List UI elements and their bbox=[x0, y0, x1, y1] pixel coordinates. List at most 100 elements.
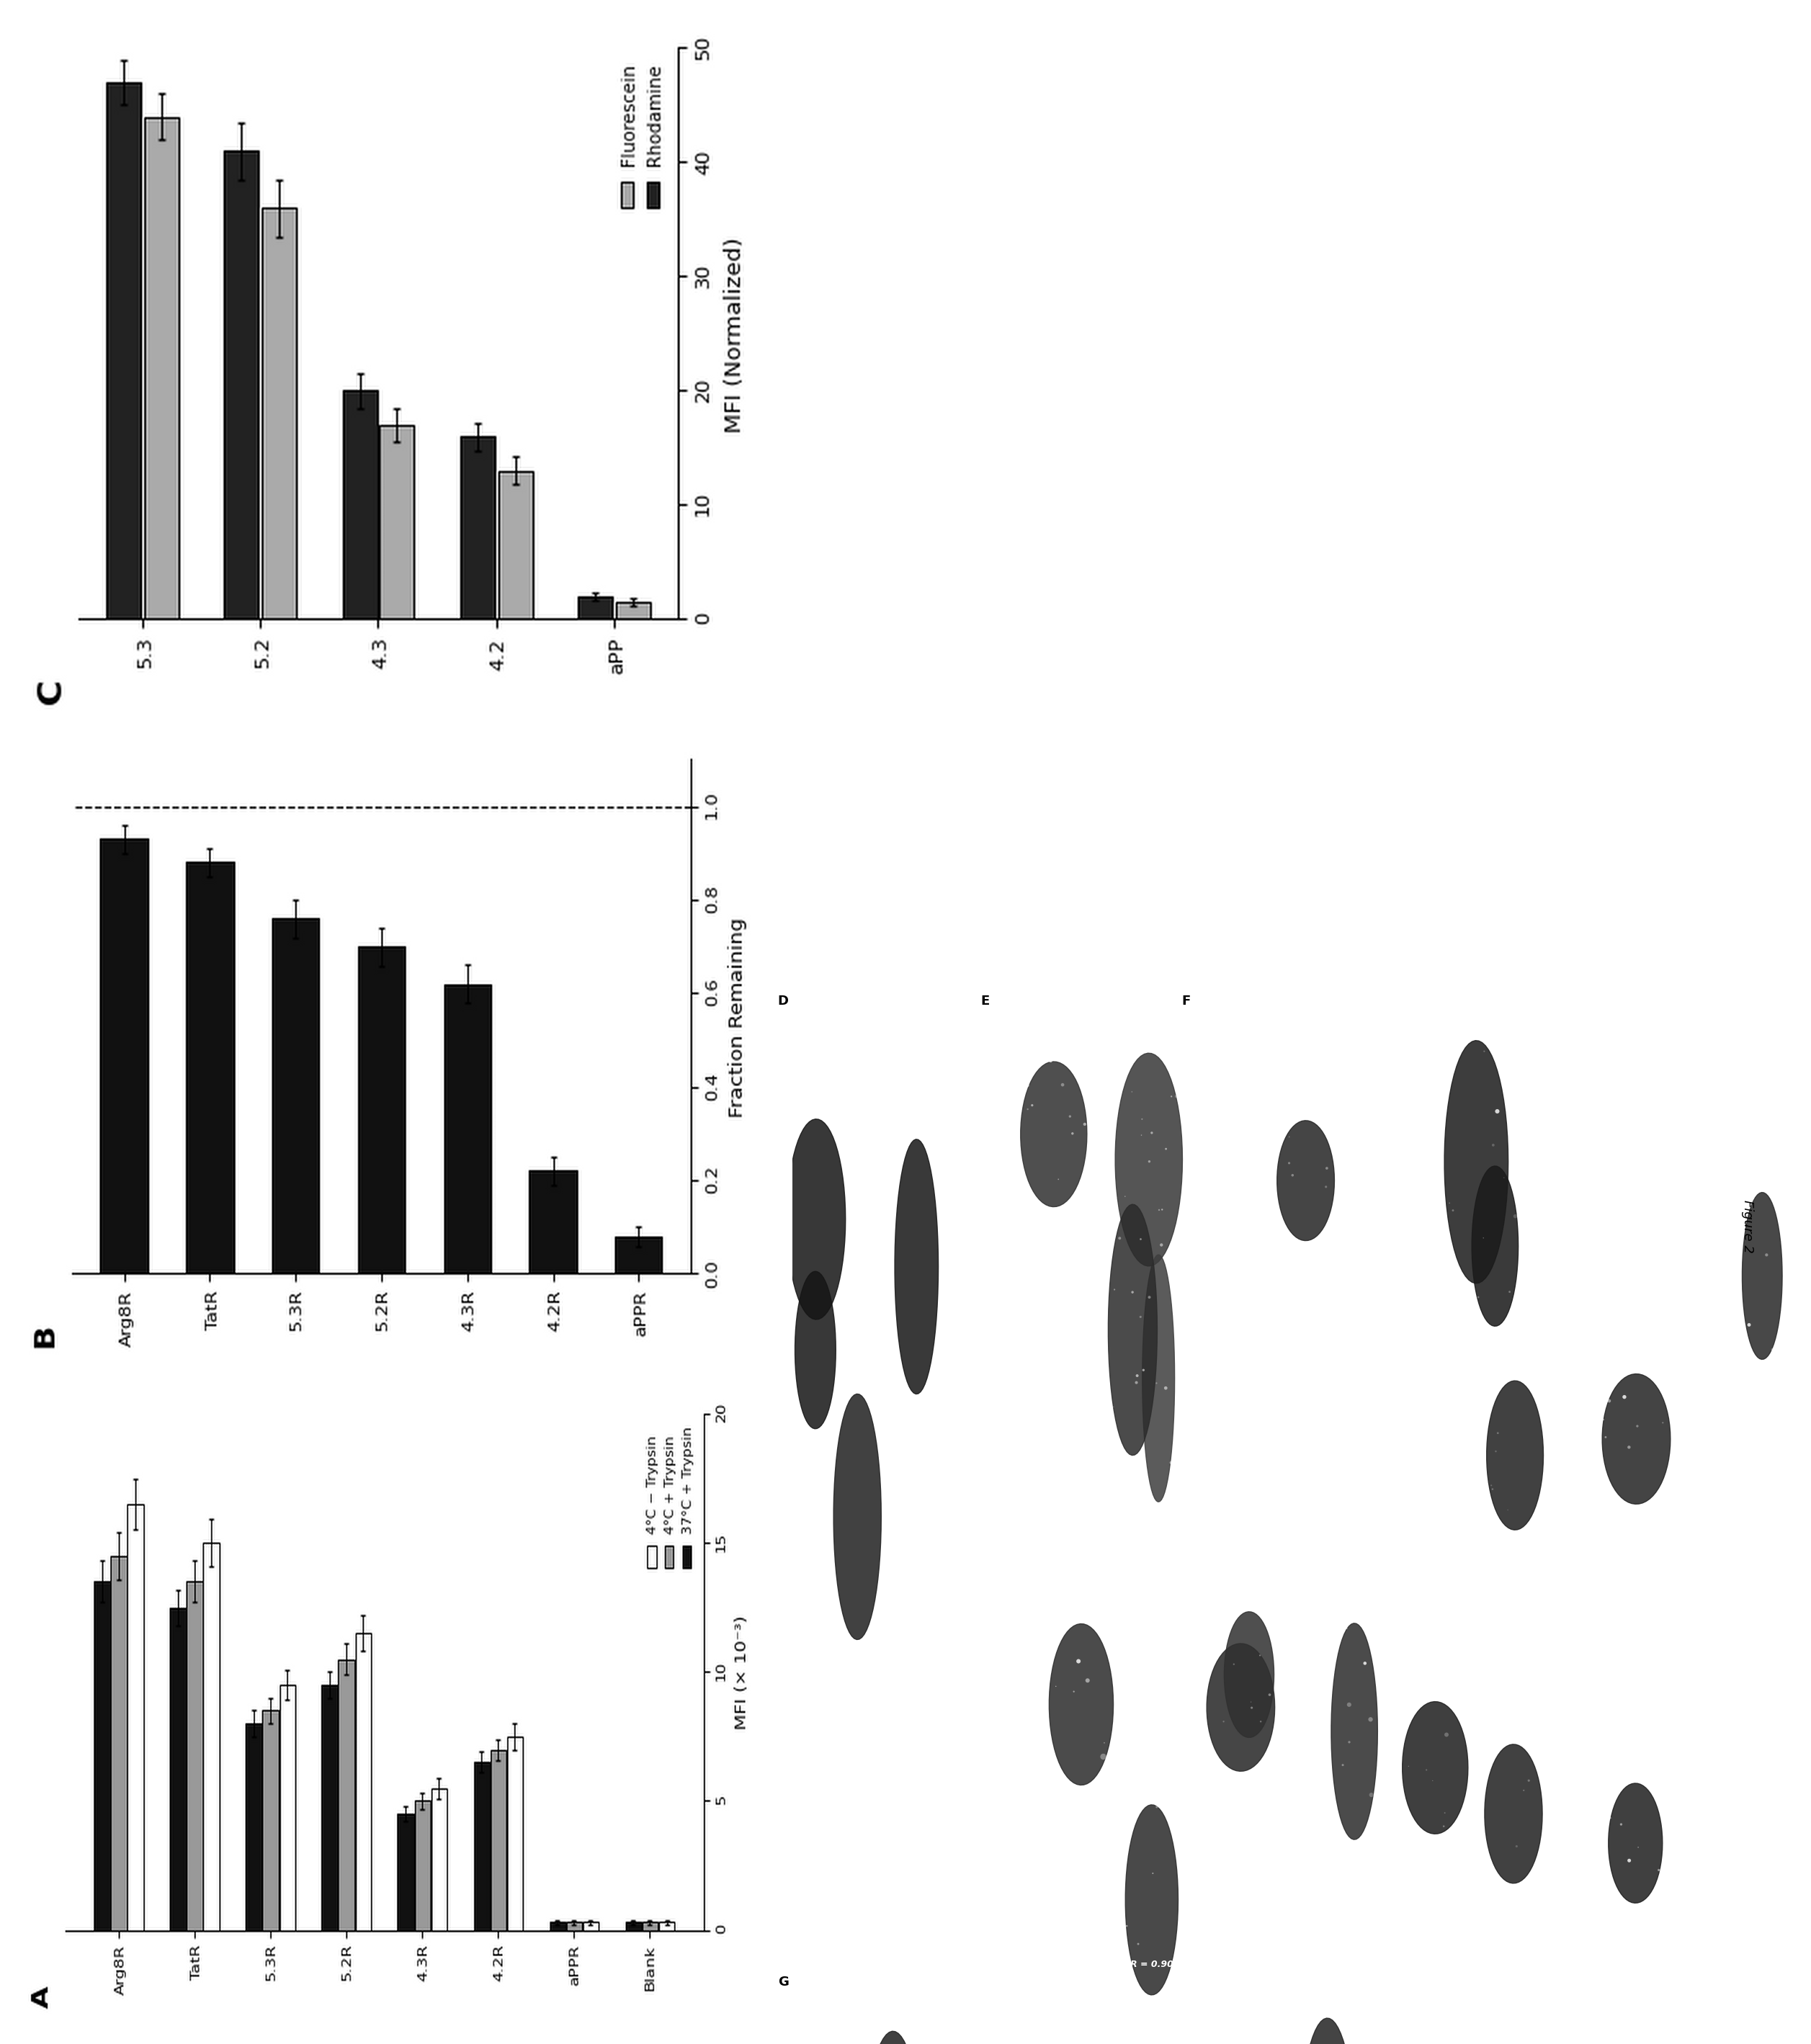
Point bbox=[1606, 1525, 1635, 1558]
Point bbox=[1275, 1147, 1304, 1179]
Point bbox=[1516, 1116, 1545, 1149]
Point bbox=[1494, 1602, 1523, 1635]
Point bbox=[1534, 1312, 1563, 1345]
Point bbox=[1143, 1791, 1172, 1823]
Point bbox=[1250, 1153, 1279, 1186]
Point bbox=[1514, 1764, 1543, 1797]
Polygon shape bbox=[1300, 2017, 1355, 2044]
Point bbox=[1270, 1758, 1298, 1791]
Polygon shape bbox=[864, 2032, 922, 2044]
Point bbox=[1719, 1762, 1748, 1795]
Point bbox=[1286, 1386, 1315, 1419]
Text: Tf488 + aPPR: Tf488 + aPPR bbox=[799, 2038, 849, 2044]
Point bbox=[1568, 1408, 1597, 1441]
Point bbox=[1501, 1200, 1530, 1233]
Point bbox=[1059, 1676, 1088, 1709]
Point bbox=[1666, 1341, 1695, 1374]
Point bbox=[1056, 1772, 1085, 1805]
Point bbox=[1241, 1384, 1270, 1416]
Point bbox=[1708, 1067, 1737, 1100]
Point bbox=[1728, 1433, 1757, 1466]
Point bbox=[1563, 1658, 1592, 1690]
Polygon shape bbox=[833, 1394, 882, 1639]
Point bbox=[1556, 1960, 1585, 1993]
Point bbox=[1146, 1228, 1175, 1261]
Point bbox=[1088, 1739, 1117, 1772]
Point bbox=[1416, 1259, 1445, 1292]
Point bbox=[1541, 1619, 1570, 1652]
Polygon shape bbox=[1125, 1805, 1179, 1995]
Point bbox=[1720, 1656, 1749, 1688]
Point bbox=[1507, 2028, 1536, 2044]
Point bbox=[1012, 1347, 1041, 1380]
Point bbox=[1664, 1459, 1693, 1492]
Point bbox=[1708, 1110, 1737, 1143]
Point bbox=[1563, 1192, 1592, 1224]
Point bbox=[1469, 1222, 1498, 1255]
Point bbox=[1351, 1647, 1380, 1680]
Point bbox=[1338, 1917, 1367, 1950]
Point bbox=[1125, 1760, 1154, 1793]
Point bbox=[1519, 2015, 1548, 2044]
Point bbox=[1078, 1320, 1107, 1353]
Point bbox=[1536, 1887, 1565, 1919]
Point bbox=[1478, 1474, 1507, 1506]
Point bbox=[1467, 1576, 1496, 1609]
Point bbox=[1710, 1298, 1739, 1331]
Point bbox=[1309, 1513, 1338, 1545]
Point bbox=[996, 1615, 1025, 1647]
Point bbox=[1402, 1247, 1431, 1280]
Point bbox=[1532, 1825, 1561, 1858]
Point bbox=[1087, 1386, 1116, 1419]
Point bbox=[1525, 1525, 1554, 1558]
Point bbox=[1157, 1079, 1186, 1112]
Point bbox=[1038, 1327, 1067, 1359]
Point bbox=[1197, 1905, 1226, 1938]
Point bbox=[1554, 1372, 1583, 1404]
Text: R = 0.739: R = 0.739 bbox=[1733, 1960, 1782, 1968]
Point bbox=[1530, 1294, 1559, 1327]
Point bbox=[1251, 1161, 1280, 1194]
Point bbox=[1025, 1682, 1054, 1715]
Point bbox=[1590, 1345, 1619, 1378]
Point bbox=[1315, 1537, 1344, 1570]
Point bbox=[1054, 1553, 1083, 1586]
Point bbox=[989, 1490, 1018, 1523]
Point bbox=[1128, 1504, 1157, 1537]
Point bbox=[1193, 1165, 1222, 1198]
Point bbox=[1769, 1049, 1798, 1081]
Point bbox=[1724, 1531, 1753, 1564]
Polygon shape bbox=[1331, 1623, 1378, 1840]
Point bbox=[1744, 1652, 1773, 1684]
Point bbox=[1489, 1161, 1518, 1194]
Point bbox=[1206, 1245, 1235, 1278]
Point bbox=[1275, 1312, 1304, 1345]
Point bbox=[1152, 1372, 1181, 1404]
Point bbox=[1623, 1410, 1652, 1443]
Point bbox=[1509, 1298, 1538, 1331]
Point bbox=[1351, 1940, 1380, 1972]
Point bbox=[1599, 1754, 1628, 1786]
Point bbox=[1248, 1562, 1277, 1594]
Point bbox=[1485, 1527, 1514, 1560]
Point bbox=[1337, 1357, 1365, 1390]
Point bbox=[1117, 1075, 1146, 1108]
Point bbox=[1456, 1637, 1485, 1670]
Point bbox=[1713, 1251, 1742, 1284]
Point bbox=[1107, 1923, 1135, 1956]
Point bbox=[1588, 1042, 1617, 1075]
Point bbox=[1498, 1331, 1527, 1363]
Point bbox=[1298, 1713, 1327, 1746]
Point bbox=[1545, 1641, 1574, 1674]
Polygon shape bbox=[1021, 1061, 1087, 1206]
Point bbox=[1145, 1194, 1174, 1226]
Point bbox=[1251, 1175, 1280, 1208]
Point bbox=[1335, 1688, 1364, 1721]
Point bbox=[1126, 1118, 1155, 1151]
Point bbox=[1047, 1198, 1076, 1230]
Point bbox=[1595, 1171, 1624, 1204]
Point bbox=[1099, 1273, 1128, 1306]
Point bbox=[1751, 1746, 1780, 1778]
Polygon shape bbox=[1445, 1040, 1509, 1284]
Point bbox=[1032, 1756, 1061, 1788]
